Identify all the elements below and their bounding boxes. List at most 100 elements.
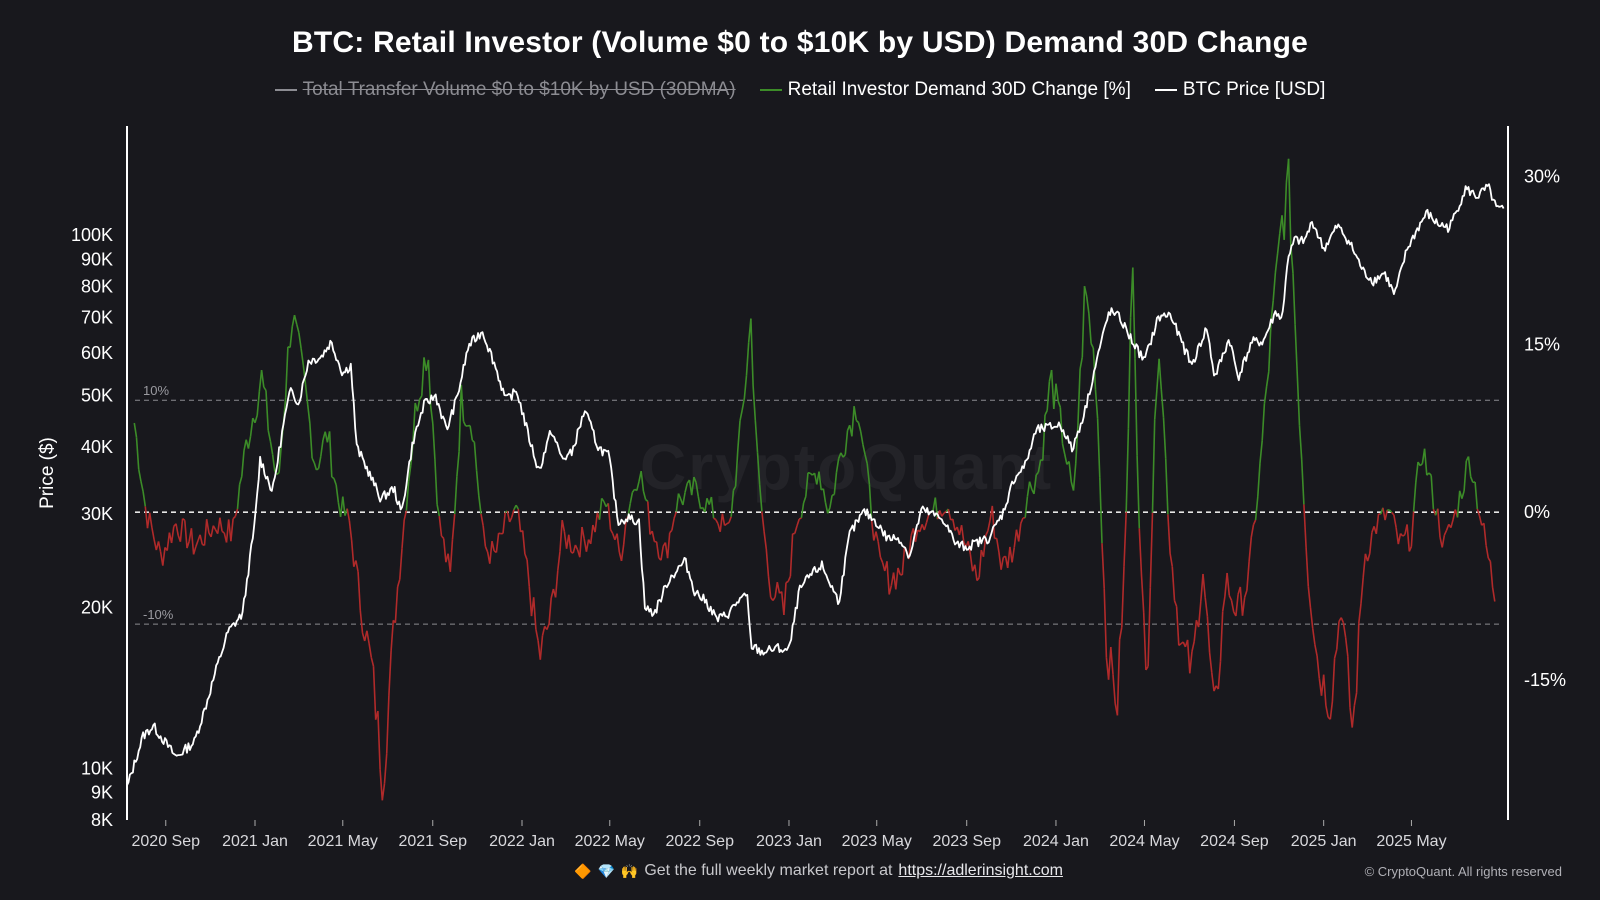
y-tick-label-left: 90K — [81, 249, 113, 269]
demand-segment — [1243, 590, 1248, 598]
demand-segment — [1068, 461, 1073, 482]
demand-segment — [535, 629, 539, 641]
legend-label: Retail Investor Demand 30D Change [%] — [787, 79, 1131, 100]
demand-segment — [1300, 459, 1305, 505]
demand-segment — [870, 519, 875, 541]
demand-segment — [473, 442, 478, 471]
demand-segment — [776, 581, 781, 594]
demand-segment — [429, 405, 434, 424]
demand-segment — [309, 423, 313, 459]
demand-segment — [269, 440, 274, 455]
demand-segment — [342, 496, 346, 516]
demand-segment — [1303, 504, 1307, 548]
demand-segment — [1059, 407, 1064, 444]
demand-segment — [1162, 417, 1167, 459]
legend-item-retail-demand[interactable]: Retail Investor Demand 30D Change [%] — [759, 79, 1131, 101]
demand-segment — [1263, 386, 1268, 404]
demand-segment — [295, 324, 300, 333]
demand-segment — [1415, 461, 1419, 483]
y-tick-label-left: 70K — [81, 308, 113, 328]
demand-segment — [1309, 607, 1314, 629]
demand-segment — [407, 465, 412, 482]
demand-segment — [743, 375, 748, 399]
demand-segment — [265, 390, 269, 431]
demand-segment — [478, 495, 482, 514]
x-tick-label: 2020 Sep — [132, 833, 201, 850]
legend-item-total-transfer-volume[interactable]: Total Transfer Volume $0 to $10K by USD … — [274, 79, 736, 101]
demand-segment — [331, 476, 335, 480]
demand-segment — [1193, 620, 1198, 642]
demand-segment — [532, 597, 537, 630]
demand-segment — [601, 497, 605, 503]
demand-segment — [1261, 403, 1266, 441]
demand-segment — [719, 513, 724, 532]
demand-segment — [1211, 672, 1215, 692]
demand-segment — [539, 635, 544, 660]
demand-segment — [405, 481, 410, 511]
demand-segment — [984, 530, 989, 536]
footer-link[interactable]: https://adlerinsight.com — [898, 862, 1063, 879]
demand-segment — [1463, 460, 1468, 492]
demand-segment — [1158, 358, 1163, 390]
demand-segment — [489, 541, 493, 564]
demand-segment — [758, 484, 763, 512]
demand-segment — [271, 454, 276, 472]
reference-line-label: -10% — [143, 607, 174, 622]
demand-segment — [1342, 622, 1347, 638]
demand-segment — [232, 515, 236, 520]
demand-segment — [394, 586, 399, 623]
demand-segment — [399, 548, 403, 580]
demand-segment — [1081, 286, 1086, 358]
legend-item-btc-price[interactable]: BTC Price [USD] — [1154, 79, 1325, 101]
demand-segment — [502, 512, 506, 534]
demand-segment — [1489, 561, 1494, 588]
demand-segment — [754, 420, 759, 453]
x-tick-label: 2024 May — [1109, 833, 1179, 850]
demand-segment — [1175, 606, 1180, 646]
demand-segment — [1044, 410, 1048, 416]
demand-segment — [1138, 528, 1143, 576]
demand-segment — [1311, 628, 1316, 645]
demand-segment — [1322, 674, 1327, 706]
demand-segment — [682, 492, 686, 506]
demand-segment — [866, 463, 871, 485]
demand-segment — [726, 521, 730, 525]
x-tick-label: 2024 Jan — [1023, 833, 1089, 850]
demand-segment — [1283, 182, 1288, 240]
demand-segment — [1399, 532, 1404, 537]
demand-segment — [190, 528, 195, 555]
demand-segment — [1090, 343, 1095, 349]
demand-segment — [1024, 496, 1029, 518]
demand-segment — [442, 538, 447, 563]
demand-segment — [1028, 481, 1033, 490]
demand-segment — [366, 630, 370, 644]
y-tick-label-left: 30K — [81, 504, 113, 524]
demand-segment — [1246, 561, 1250, 591]
x-tick-label: 2023 Jan — [756, 833, 822, 850]
demand-segment — [1456, 490, 1461, 518]
demand-segment — [1123, 511, 1127, 567]
demand-segment — [346, 508, 351, 522]
demand-segment — [278, 444, 283, 473]
footer: 🔶 💎 🙌 Get the full weekly market report … — [574, 862, 1063, 880]
x-tick-label: 2025 May — [1376, 833, 1446, 850]
demand-segment — [728, 516, 732, 523]
demand-segment — [1483, 523, 1487, 546]
x-tick-label: 2021 Jan — [222, 833, 288, 850]
demand-segment — [1072, 463, 1077, 491]
legend-label: Total Transfer Volume $0 to $10K by USD … — [302, 79, 736, 100]
demand-segment — [453, 476, 458, 515]
demand-segment — [579, 526, 583, 558]
demand-segment — [133, 422, 138, 438]
demand-segment — [1147, 587, 1152, 667]
y-tick-label-left: 50K — [81, 385, 113, 405]
demand-segment — [855, 419, 860, 424]
demand-segment — [458, 384, 463, 452]
demand-segment — [647, 501, 651, 535]
demand-segment — [1476, 508, 1481, 517]
demand-segment — [1206, 616, 1211, 653]
x-tick-label: 2022 Sep — [665, 833, 734, 850]
demand-segment — [631, 488, 636, 493]
demand-segment — [548, 597, 552, 624]
demand-segment — [179, 518, 184, 542]
